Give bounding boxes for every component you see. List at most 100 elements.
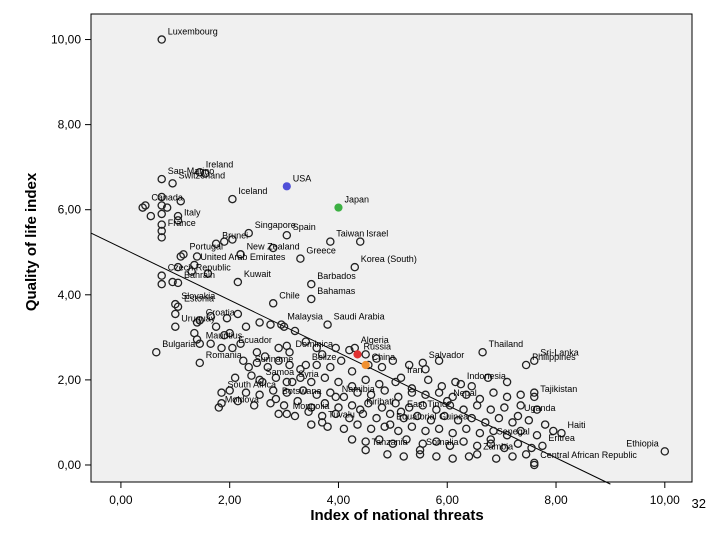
- point-label: Namibia: [342, 384, 375, 394]
- data-point: [268, 243, 278, 253]
- data-point: [220, 237, 229, 246]
- data-point: [521, 450, 531, 459]
- data-point: [296, 373, 305, 383]
- data-point: [508, 452, 517, 461]
- data-point: [404, 403, 414, 412]
- data-point: [440, 411, 449, 421]
- data-point: [472, 450, 482, 459]
- x-axis: 0,00 2,00 4,00 6,00 8,00 10,00: [109, 482, 680, 507]
- point-label: Kuwait: [244, 269, 272, 279]
- highlight-point: [353, 350, 362, 359]
- data-point: [336, 356, 346, 365]
- point-label: Senegal: [497, 426, 530, 436]
- data-point: [459, 405, 468, 414]
- data-point: [195, 339, 205, 348]
- data-point: [530, 356, 539, 365]
- point-label: Haiti: [567, 420, 585, 430]
- point-label: Ethiopia: [626, 438, 659, 448]
- data-point: [347, 382, 357, 391]
- data-point: [472, 441, 482, 451]
- point-label: Ireland: [206, 159, 234, 169]
- data-point: [445, 401, 455, 410]
- data-point: [157, 271, 166, 280]
- data-point: [399, 452, 408, 461]
- data-point: [366, 390, 376, 400]
- data-point: [377, 362, 387, 372]
- data-point: [317, 418, 327, 427]
- data-point: [358, 409, 368, 419]
- point-label: Saudi Arabia: [334, 312, 385, 322]
- data-point: [228, 343, 237, 353]
- data-point: [331, 409, 341, 419]
- data-point: [255, 390, 264, 400]
- data-point: [415, 445, 425, 455]
- data-point: [179, 250, 188, 259]
- y-tick-label: 0,00: [58, 458, 82, 472]
- data-point: [214, 403, 224, 412]
- point-label: Mauritius: [206, 331, 243, 341]
- data-point: [173, 211, 183, 221]
- data-point: [274, 343, 283, 353]
- data-point: [432, 452, 441, 461]
- data-point: [307, 403, 316, 412]
- point-label: Canada: [151, 192, 183, 202]
- data-point: [375, 435, 384, 444]
- data-point: [271, 373, 281, 383]
- data-point: [157, 279, 166, 289]
- data-point: [486, 435, 496, 444]
- data-point: [192, 252, 202, 261]
- point-label: Japan: [344, 195, 369, 205]
- point-label: Samoa: [266, 367, 295, 377]
- data-point: [434, 424, 444, 434]
- y-axis: 0,00 2,00 4,00 6,00 8,00 10,00: [51, 33, 91, 472]
- data-point: [508, 418, 517, 427]
- data-point: [462, 424, 471, 434]
- slide-number: 32: [691, 496, 706, 511]
- data-point: [413, 411, 422, 421]
- data-point: [323, 320, 332, 329]
- data-point: [502, 377, 512, 387]
- data-point: [448, 454, 457, 463]
- data-point: [467, 413, 476, 423]
- data-point: [448, 392, 457, 402]
- data-point: [296, 254, 305, 263]
- data-point: [472, 401, 482, 410]
- data-point: [274, 409, 283, 419]
- data-point: [513, 439, 523, 448]
- data-point: [203, 269, 213, 278]
- point-label: Slovakia: [181, 291, 215, 301]
- point-label: Bahrain: [184, 270, 215, 280]
- data-point: [532, 405, 542, 414]
- data-point: [225, 386, 234, 395]
- point-label: Luxembourg: [168, 27, 218, 37]
- point-label: Ecuador: [238, 335, 272, 345]
- data-point: [200, 169, 210, 178]
- point-label: Nepal: [453, 388, 477, 398]
- point-label: New Zealand: [247, 241, 300, 251]
- data-point: [532, 430, 542, 440]
- data-point: [146, 211, 156, 221]
- data-point: [385, 409, 395, 419]
- data-point: [396, 373, 406, 383]
- data-point: [195, 358, 205, 368]
- data-point: [274, 356, 283, 365]
- point-label: Salvador: [429, 350, 465, 360]
- point-label: Bahamas: [317, 286, 356, 296]
- data-point: [481, 418, 490, 427]
- point-label: Sri-Lanka: [540, 348, 579, 358]
- data-point: [171, 309, 180, 319]
- data-point: [157, 220, 166, 229]
- point-label: Tajikistan: [540, 384, 577, 394]
- data-point: [353, 420, 362, 429]
- point-label: Iceland: [238, 186, 267, 196]
- point-label: Czech Republic: [168, 263, 232, 273]
- data-point: [290, 326, 300, 336]
- data-point: [266, 320, 275, 329]
- data-point: [173, 262, 183, 272]
- data-point: [217, 343, 226, 353]
- x-tick-label: 4,00: [327, 493, 351, 507]
- data-point: [312, 343, 321, 353]
- data-point: [540, 420, 550, 429]
- data-point: [287, 377, 297, 387]
- y-tick-label: 4,00: [58, 288, 82, 302]
